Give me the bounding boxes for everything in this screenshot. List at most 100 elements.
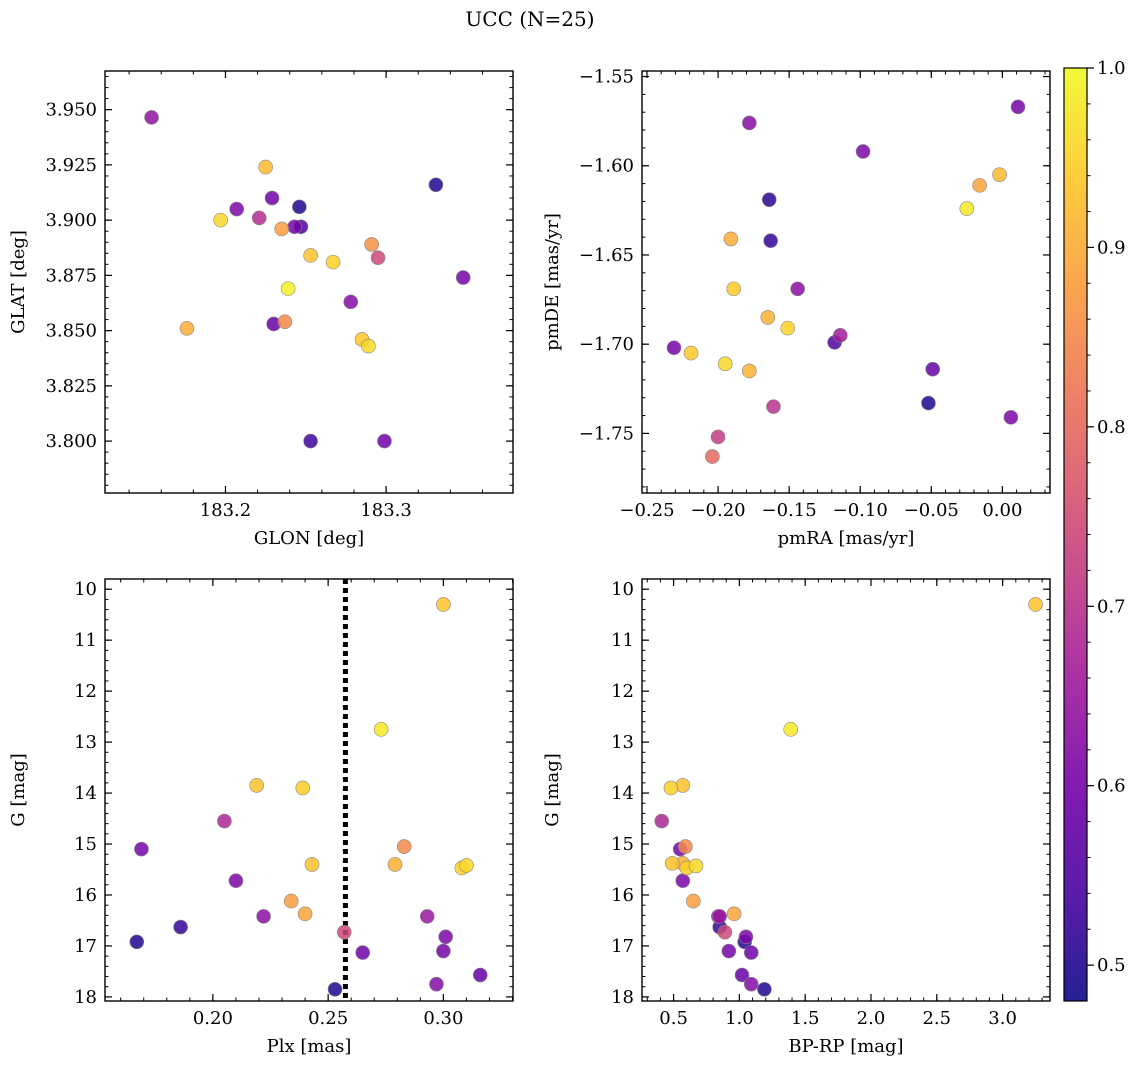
colorbar-tick-label: 0.9 (1097, 237, 1126, 258)
scatter-point (734, 967, 750, 983)
x-tick-label: 2.5 (922, 1008, 951, 1029)
y-tick-label: 12 (611, 681, 634, 702)
scatter-point (742, 115, 757, 131)
scatter-point (436, 597, 451, 612)
y-axis-label: GLAT [deg] (8, 230, 29, 334)
scatter-point (833, 327, 848, 343)
scatter-point (295, 780, 311, 796)
x-axis-label: GLON [deg] (254, 528, 364, 549)
scatter-point (370, 250, 386, 265)
scatter-point (688, 858, 704, 874)
scatter-point (364, 237, 379, 252)
x-tick-label: 0.25 (308, 1008, 348, 1029)
scatter-point (742, 363, 757, 379)
scatter-point (683, 345, 699, 361)
scatter-point (763, 233, 778, 248)
y-axis-label: G [mag] (8, 753, 29, 826)
scatter-point (761, 192, 777, 207)
x-tick-label: 3.0 (988, 1008, 1017, 1029)
x-tick-label: 1.5 (791, 1008, 820, 1029)
y-tick-label: 14 (74, 783, 97, 804)
scatter-point (921, 395, 936, 411)
y-tick-label: 3.825 (45, 376, 97, 397)
y-tick-label: 13 (611, 732, 634, 753)
y-tick-label: 3.900 (45, 210, 97, 231)
y-tick-label: −1.60 (579, 156, 634, 177)
pm-panel: −0.25 −0.20 −0.15 −0.10 −0.05 0.00 −1.75 −1.70 −… (542, 67, 1051, 549)
y-tick-label: −1.65 (579, 245, 634, 266)
x-axis-label: BP-RP [mag] (788, 1036, 903, 1057)
scatter-point (780, 320, 796, 336)
x-tick-label: 183.3 (360, 500, 412, 521)
x-tick-label: −0.20 (690, 500, 745, 521)
scatter-point (129, 934, 145, 950)
scatter-point (280, 281, 296, 296)
x-tick-label: 0.30 (423, 1008, 463, 1029)
cmd-panel: 0.5 1.0 1.5 2.0 2.5 3.0 10 11 12 13 14 15 16 17 18 BP-R… (542, 578, 1051, 1057)
scatter-point (678, 839, 693, 854)
scatter-point (277, 314, 293, 330)
scatter-point (959, 201, 975, 216)
axes-frame (104, 578, 514, 1002)
scatter-point (336, 924, 352, 940)
y-tick-label: 12 (74, 681, 97, 702)
y-tick-label: 3.925 (45, 155, 97, 176)
scatter-point (264, 190, 280, 206)
x-tick-label: 0.5 (659, 1008, 688, 1029)
scatter-point (663, 780, 679, 796)
axes-frame (641, 578, 1051, 1002)
scatter-point (472, 967, 488, 983)
scatter-point (705, 449, 720, 464)
scatter-point (274, 221, 289, 237)
y-tick-label: −1.55 (579, 67, 634, 88)
scatter-point (292, 199, 307, 215)
x-axis-label: pmRA [mas/yr] (778, 528, 915, 549)
scatter-point (459, 858, 474, 873)
scatter-point (303, 433, 318, 449)
scatter-point (134, 841, 149, 857)
scatter-point (783, 722, 799, 737)
scatter-point (972, 178, 987, 193)
scatter-point (256, 909, 271, 924)
scatter-point (217, 813, 232, 829)
scatter-point (325, 254, 341, 270)
scatter-point (717, 924, 733, 940)
x-tick-label: 0.20 (193, 1008, 233, 1029)
y-tick-label: 15 (74, 834, 97, 855)
scatter-point (712, 909, 727, 924)
scatter-point (327, 981, 343, 997)
y-tick-label: 18 (74, 987, 97, 1008)
scatter-point (726, 906, 742, 922)
plx-g-panel: 0.20 0.25 0.30 10 11 12 13 14 15 16 17 18 Plx [mas] G… (8, 578, 514, 1057)
x-tick-label: 0.00 (982, 500, 1022, 521)
scatter-point (654, 813, 670, 829)
y-tick-label: −1.75 (579, 423, 634, 444)
x-tick-label: −0.10 (833, 500, 888, 521)
scatter-point (675, 778, 691, 793)
y-tick-label: 11 (611, 630, 634, 651)
scatter-point (377, 433, 392, 449)
y-tick-label: 18 (611, 987, 634, 1008)
glon-glat-panel: 183.2 183.3 3.800 3.825 3.850 3.875 3.900 3.925… (8, 70, 514, 549)
scatter-point (429, 976, 444, 992)
colorbar-tick-label: 1.0 (1097, 58, 1126, 79)
y-tick-label: 3.800 (45, 431, 97, 452)
scatter-point (757, 981, 772, 997)
y-tick-label: 3.875 (45, 265, 97, 286)
scatter-point (723, 231, 739, 247)
scatter-point (743, 945, 759, 960)
scatter-point (428, 177, 444, 193)
x-tick-label: −0.15 (762, 500, 817, 521)
y-axis-label: G [mag] (542, 753, 563, 826)
x-tick-label: 1.0 (725, 1008, 754, 1029)
scatter-point (1028, 597, 1043, 612)
scatter-point (179, 321, 195, 336)
scatter-point (760, 310, 776, 325)
axes-frame (104, 70, 514, 494)
scatter-point (664, 856, 680, 871)
y-tick-label: 11 (74, 630, 97, 651)
colorbar-tick-label: 0.6 (1097, 776, 1126, 797)
scatter-point (766, 399, 781, 414)
figure-title: UCC (N=25) (465, 7, 594, 31)
